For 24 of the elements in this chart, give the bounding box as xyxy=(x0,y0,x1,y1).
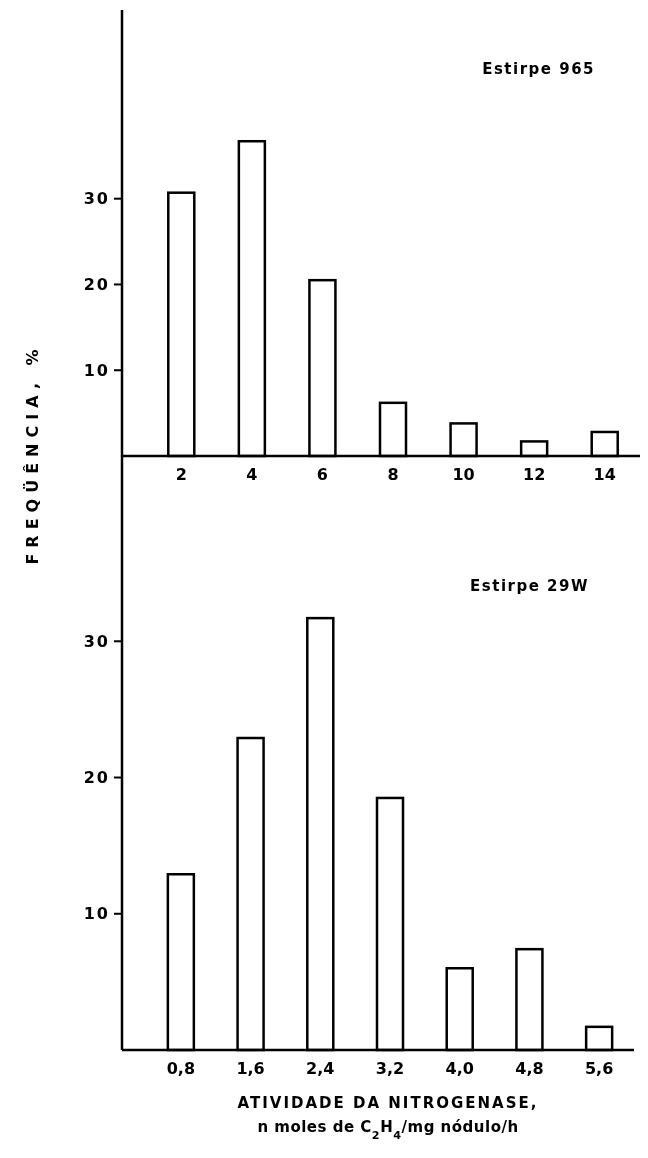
x-tick-label: 14 xyxy=(593,465,616,484)
text: Estirpe 29W xyxy=(470,577,589,595)
x-tick-label: 0,8 xyxy=(166,1059,196,1078)
y-axis-title: FREQÜÊNCIA, % xyxy=(23,343,42,565)
x-tick-label: 5,6 xyxy=(584,1059,614,1078)
x-tick-label: 2 xyxy=(175,465,187,484)
y-tick-label: 30 xyxy=(83,189,110,209)
y-tick-label: 10 xyxy=(83,904,110,924)
text: Estirpe 965 xyxy=(482,60,595,78)
y-tick-label: 20 xyxy=(83,768,110,788)
x-axis-title: ATIVIDADE DA NITROGENASE, n moles de C$_{2}$H$_{4}$/mg nódulo/h xyxy=(237,1094,539,1142)
x-tick-label: 1,6 xyxy=(236,1059,265,1078)
y-tick-label: 10 xyxy=(83,360,110,380)
x-tick-label: 2,4 xyxy=(306,1059,335,1078)
x-tick-label: 4 xyxy=(246,465,258,484)
x-tick-label: 10 xyxy=(452,465,475,484)
x-tick-label: 6 xyxy=(316,465,328,484)
x-tick-label: 3,2 xyxy=(375,1059,405,1078)
x-tick-label: 8 xyxy=(387,465,399,484)
y-tick-label: 30 xyxy=(83,631,110,651)
x-tick-label: 4,8 xyxy=(515,1059,544,1078)
x-tick-label: 12 xyxy=(523,465,546,484)
x-tick-label: 4,0 xyxy=(445,1059,474,1078)
y-tick-label: 20 xyxy=(83,275,110,295)
